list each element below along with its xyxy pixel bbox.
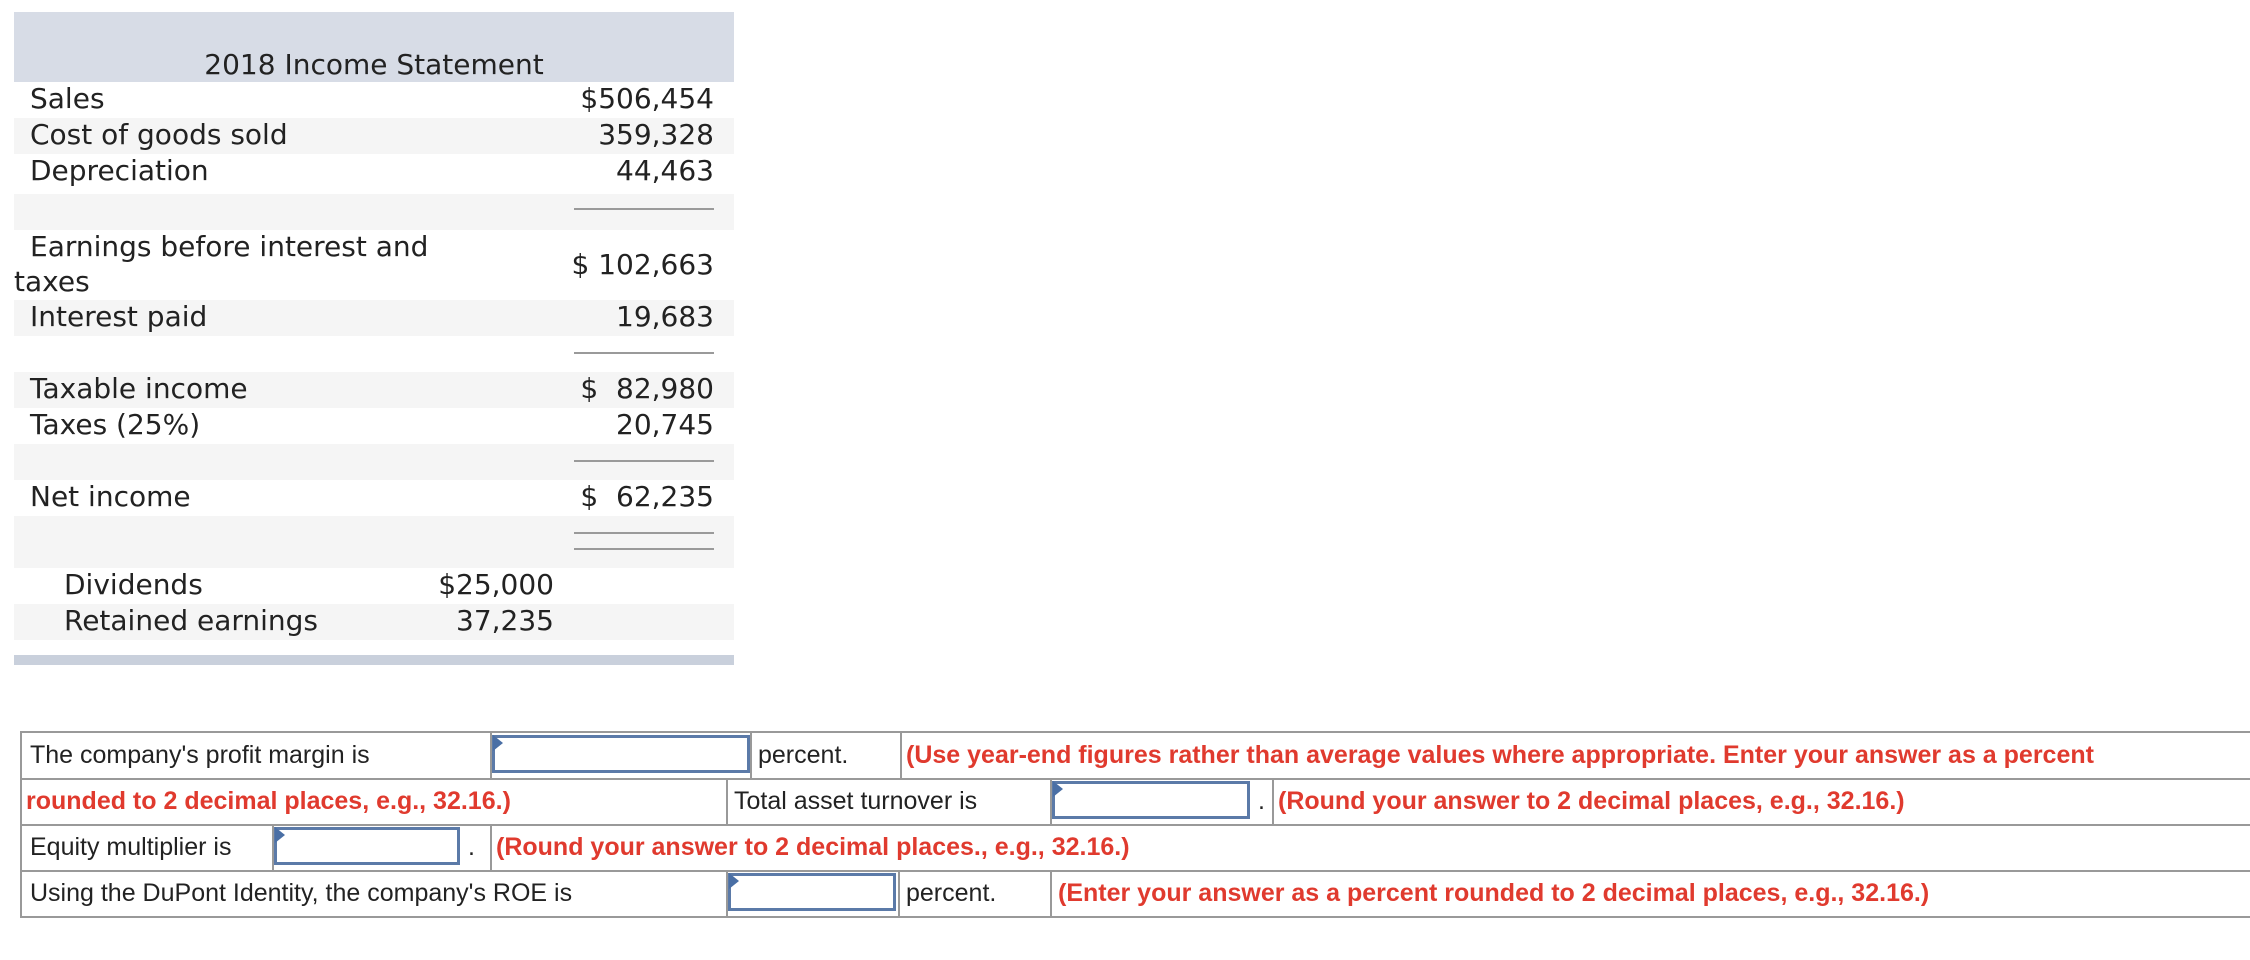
dividends-value: $25,000 [438,568,554,601]
sales-value: $506,454 [580,82,714,115]
cell-divider [726,871,728,916]
row-stripe [14,516,734,568]
profit-margin-hint: (Use year-end figures rather than averag… [906,741,2094,769]
retained-earnings-label: Retained earnings [64,604,319,637]
dividends-label: Dividends [64,568,203,601]
depreciation-value: 44,463 [616,154,714,187]
row-stripe [14,444,734,480]
answer-flag-icon [1053,781,1063,797]
income-statement: 2018 Income Statement Sales $506,454 Cos… [14,12,734,667]
cogs-value: 359,328 [598,118,714,151]
cell-divider [490,825,492,870]
sales-label: Sales [30,82,105,115]
cell-divider [1272,779,1274,824]
profit-margin-row: The company's profit margin is percent. … [22,733,2250,780]
roe-unit: percent. [906,879,997,907]
ebit-value: $ 102,663 [571,248,714,281]
profit-margin-prompt: The company's profit margin is [30,741,370,769]
answer-flag-icon [729,873,739,889]
ebit-label-line2: taxes [14,265,90,298]
profit-margin-hint-continued: rounded to 2 decimal places, e.g., 32.16… [26,787,511,815]
roe-input[interactable] [728,873,896,911]
asset-turnover-input[interactable] [1052,781,1250,819]
net-income-value: $ 62,235 [580,480,714,513]
profit-margin-unit: percent. [758,741,849,769]
subtotal-rule [574,208,714,210]
equity-multiplier-hint: (Round your answer to 2 decimal places.,… [496,833,1130,861]
total-double-rule [574,532,714,534]
taxes-label: Taxes (25%) [30,408,201,441]
roe-prompt: Using the DuPont Identity, the company's… [30,879,573,907]
statement-title: 2018 Income Statement [204,48,544,81]
roe-row: Using the DuPont Identity, the company's… [22,871,2250,918]
answer-flag-icon [493,735,503,751]
asset-turnover-unit: . [1258,787,1265,815]
cell-divider [490,733,492,778]
answer-flag-icon [275,827,285,843]
cell-divider [898,871,900,916]
net-income-label: Net income [30,480,191,513]
equity-multiplier-prompt: Equity multiplier is [30,833,232,861]
cell-divider [1050,871,1052,916]
cell-divider [726,779,728,824]
subtotal-rule [574,460,714,462]
interest-label: Interest paid [30,300,208,333]
question-table: The company's profit margin is percent. … [20,731,2250,918]
asset-turnover-row: rounded to 2 decimal places, e.g., 32.16… [22,779,2250,826]
roe-hint: (Enter your answer as a percent rounded … [1058,879,1930,907]
statement-footer-band [14,655,734,665]
subtotal-rule [574,352,714,354]
statement-header-band [14,12,734,82]
asset-turnover-hint: (Round your answer to 2 decimal places, … [1278,787,1905,815]
equity-multiplier-row: Equity multiplier is . (Round your answe… [22,825,2250,872]
depreciation-label: Depreciation [30,154,209,187]
profit-margin-input[interactable] [492,735,750,773]
total-double-rule [574,548,714,550]
equity-multiplier-input[interactable] [274,827,460,865]
cell-divider [900,733,902,778]
asset-turnover-prompt: Total asset turnover is [734,787,978,815]
cogs-label: Cost of goods sold [30,118,288,151]
cell-divider [1050,779,1052,824]
row-stripe [14,300,734,336]
retained-earnings-value: 37,235 [456,604,554,637]
equity-multiplier-unit: . [468,833,475,861]
interest-value: 19,683 [616,300,714,333]
row-stripe [14,372,734,408]
ebit-label-line1: Earnings before interest and [30,230,429,263]
cell-divider [272,825,274,870]
cell-divider [750,733,752,778]
row-stripe [14,118,734,154]
row-stripe [14,604,734,640]
row-stripe [14,194,734,230]
taxes-value: 20,745 [616,408,714,441]
taxable-income-value: $ 82,980 [580,372,714,405]
taxable-income-label: Taxable income [30,372,248,405]
